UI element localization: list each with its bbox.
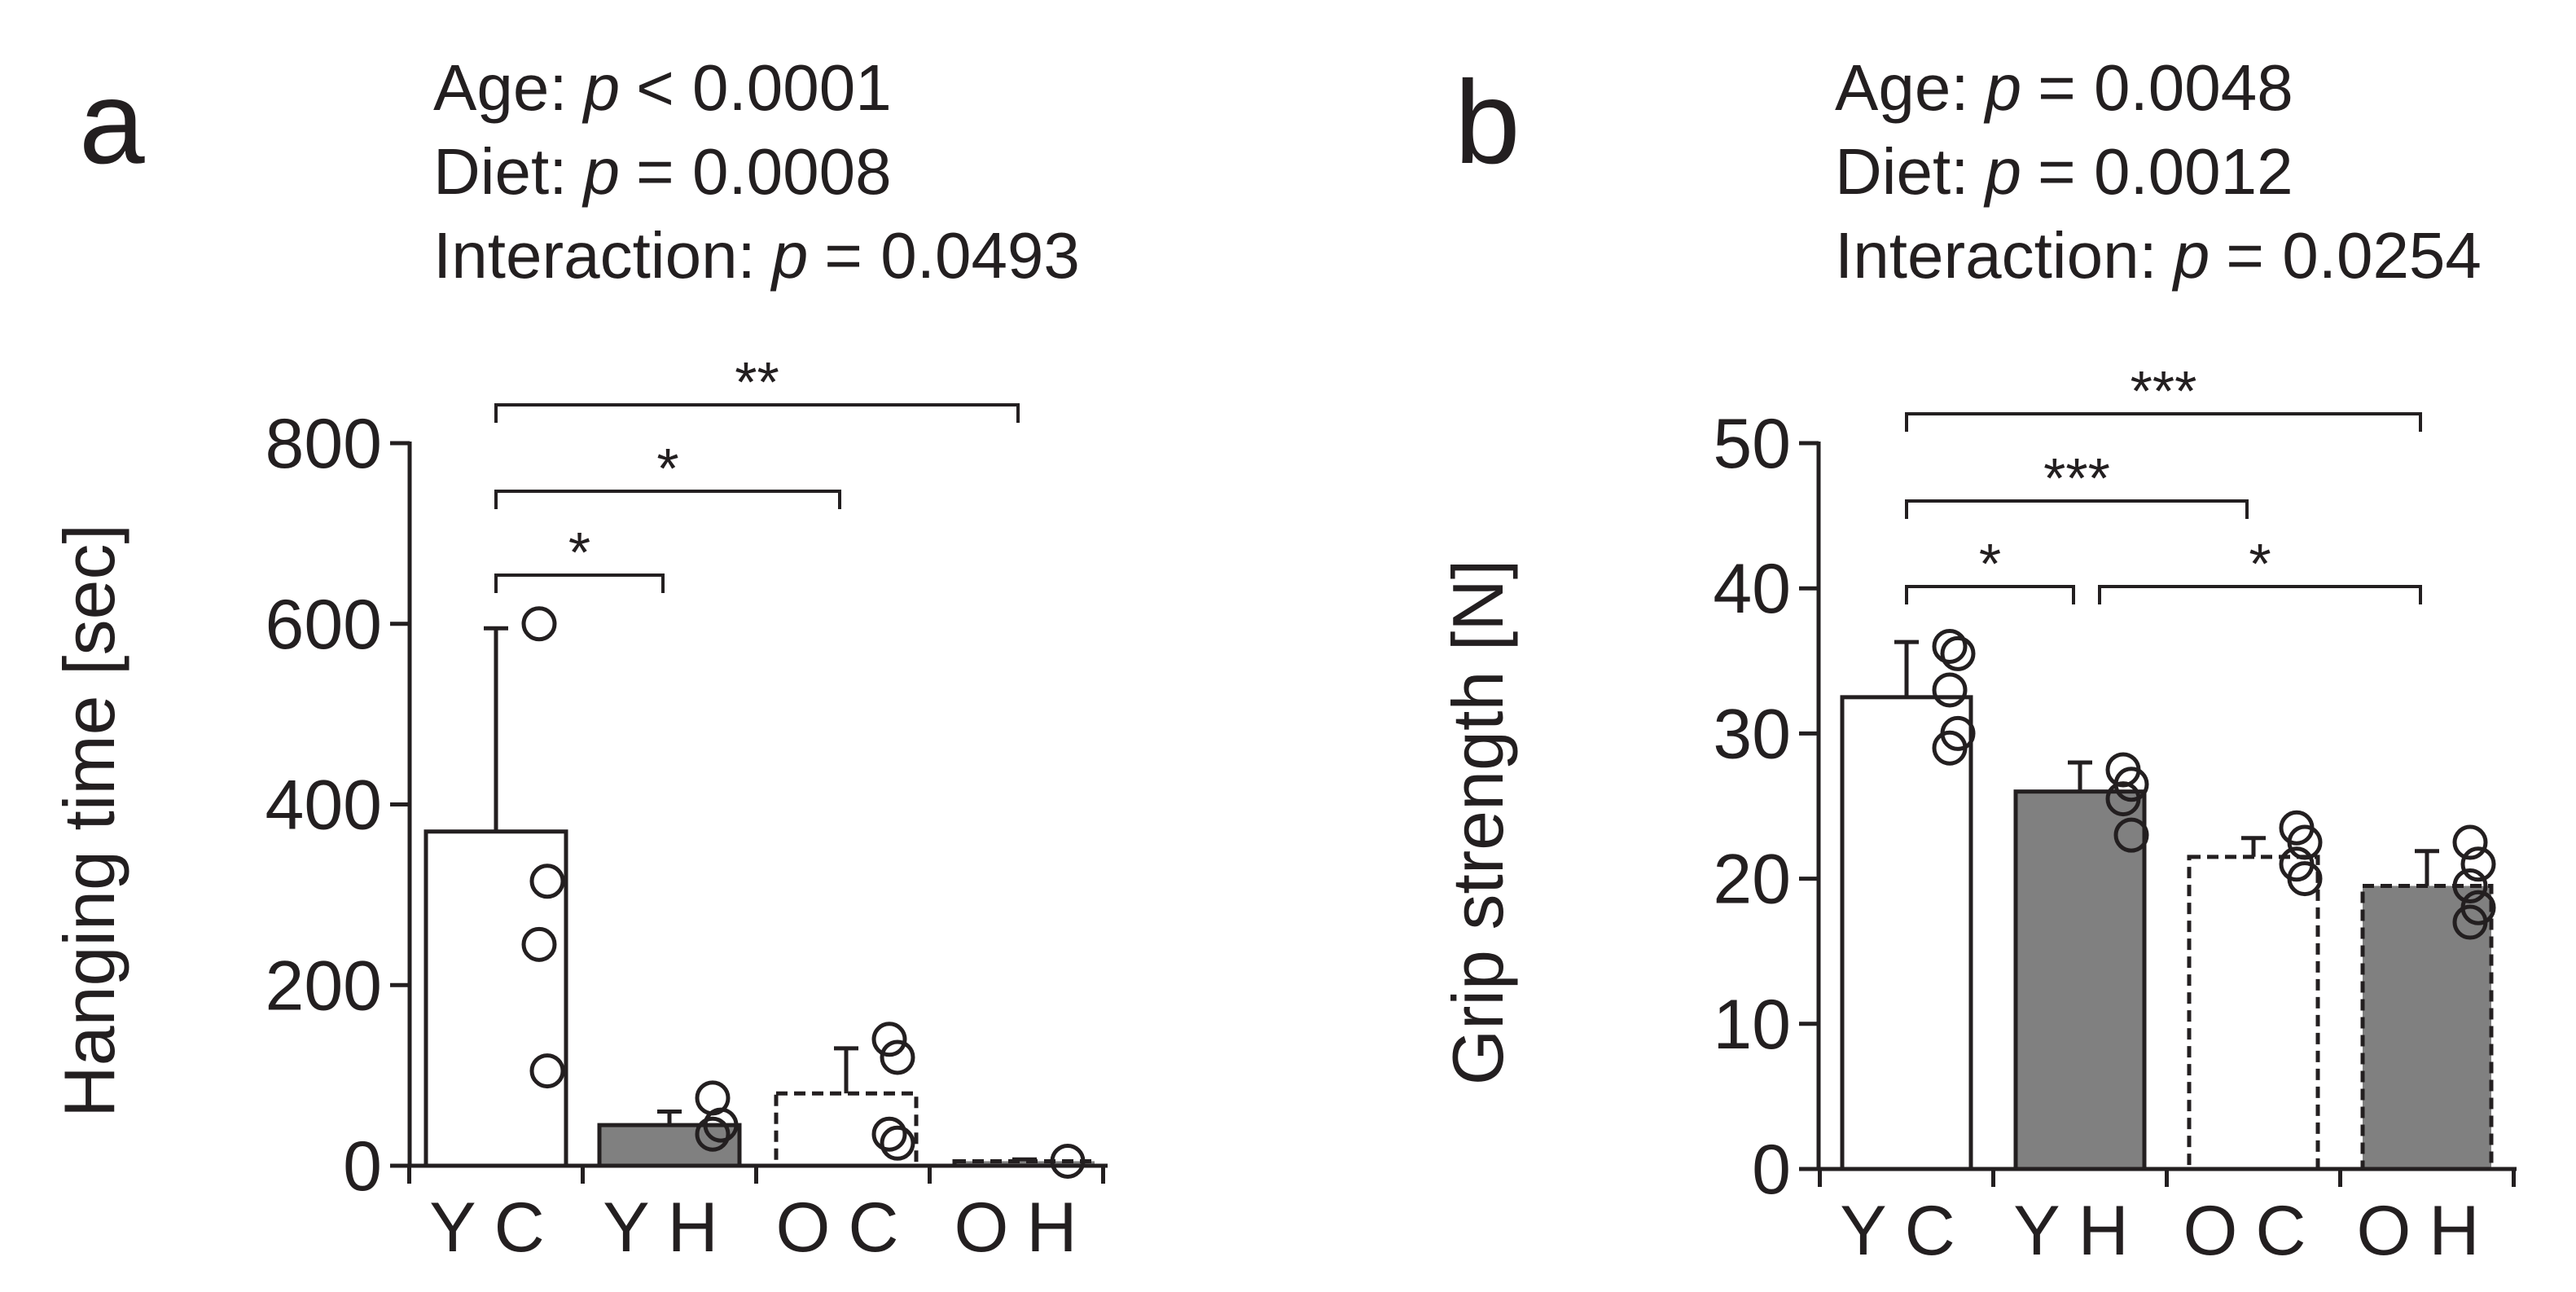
data-point [521, 926, 557, 962]
stat-label: Diet: [1835, 135, 1969, 208]
bar [423, 829, 568, 1168]
bar [1840, 695, 1973, 1171]
stat-value: = 0.0048 [2038, 51, 2293, 124]
y-tick-label: 50 [1713, 405, 1791, 483]
y-axis-label: Grip strength [N] [1437, 560, 1518, 1086]
stat-value: = 0.0012 [2038, 135, 2293, 208]
data-point [880, 1125, 915, 1161]
stat-line: Age: p < 0.0001 [433, 51, 892, 124]
data-point [2287, 861, 2323, 897]
stat-value: < 0.0001 [636, 51, 892, 124]
x-tick-label: OC [2183, 1192, 2324, 1270]
stat-label: Age: [1835, 51, 1969, 124]
y-tick-label: 10 [1713, 986, 1791, 1064]
stat-symbol: p [582, 51, 621, 124]
stat-line: Interaction: p = 0.0493 [433, 219, 1080, 292]
data-point [871, 1116, 907, 1152]
significance-bracket [1905, 499, 2249, 519]
y-axis-label: Hanging time [sec] [49, 524, 129, 1118]
stat-label: Age: [433, 51, 568, 124]
stat-symbol: p [1984, 51, 2022, 124]
stat-line: Age: p = 0.0048 [1835, 51, 2293, 124]
x-tick-label: YH [603, 1189, 735, 1267]
significance-bracket [494, 490, 841, 509]
data-point [2287, 824, 2323, 860]
stat-value: = 0.0008 [636, 135, 892, 208]
stat-symbol: p [770, 219, 809, 292]
y-tick-label: 0 [1752, 1131, 1791, 1209]
x-tick-label: YH [2013, 1192, 2146, 1270]
data-point [1932, 672, 1968, 708]
stat-symbol: p [2172, 219, 2210, 292]
significance-label: ** [735, 350, 779, 414]
y-tick-label: 600 [265, 586, 383, 664]
data-point [2105, 781, 2141, 817]
stat-line: Diet: p = 0.0012 [1835, 135, 2293, 208]
bar [952, 1158, 1097, 1168]
significance-bracket [1905, 585, 2075, 604]
data-point [1940, 635, 1976, 671]
stat-value: = 0.0493 [824, 219, 1080, 292]
significance-bracket [1905, 412, 2422, 432]
bar [597, 1123, 742, 1168]
data-point [1050, 1143, 1086, 1179]
data-point [2113, 817, 2149, 853]
data-point [703, 1107, 739, 1143]
y-tick-label: 30 [1713, 695, 1791, 773]
data-point [2452, 824, 2488, 860]
stat-line: Interaction: p = 0.0254 [1835, 219, 2482, 292]
data-point [529, 1053, 565, 1089]
y-tick-label: 800 [265, 405, 383, 483]
y-tick-label: 200 [265, 947, 383, 1025]
x-tick-label: YC [1840, 1192, 1973, 1270]
significance-bracket [494, 403, 1020, 423]
x-tick-label: OC [776, 1189, 917, 1267]
significance-label: * [656, 437, 678, 500]
data-point [1932, 730, 1968, 766]
x-tick-label: OH [954, 1189, 1095, 1267]
data-point [695, 1116, 731, 1152]
significance-label: * [2249, 532, 2271, 595]
data-point [521, 606, 557, 642]
stat-label: Interaction: [433, 219, 756, 292]
data-point [1932, 628, 1968, 664]
x-tick-label: OH [2357, 1192, 2498, 1270]
stat-symbol: p [1984, 135, 2022, 208]
y-tick-label: 40 [1713, 550, 1791, 628]
stat-label: Interaction: [1835, 219, 2157, 292]
panel-letter: a [79, 56, 145, 188]
y-tick-label: 0 [343, 1127, 382, 1206]
data-point [2452, 868, 2488, 904]
stat-value: = 0.0254 [2226, 219, 2482, 292]
data-point [2460, 846, 2496, 882]
data-point [871, 1022, 907, 1057]
significance-bracket [494, 573, 665, 593]
stat-line: Diet: p = 0.0008 [433, 135, 892, 208]
bar [2360, 884, 2494, 1171]
bar [2187, 855, 2320, 1171]
stat-symbol: p [582, 135, 621, 208]
data-point [880, 1039, 915, 1075]
data-point [2452, 904, 2488, 940]
data-point [529, 864, 565, 899]
significance-bracket [2098, 585, 2422, 604]
stat-label: Diet: [433, 135, 568, 208]
y-tick-label: 400 [265, 767, 383, 845]
y-tick-label: 20 [1713, 841, 1791, 919]
significance-label: * [568, 521, 590, 584]
significance-label: *** [2043, 446, 2110, 510]
panel-letter: b [1455, 56, 1521, 188]
significance-label: *** [2131, 359, 2197, 423]
significance-label: * [1979, 532, 2001, 595]
x-tick-label: YC [429, 1189, 562, 1267]
